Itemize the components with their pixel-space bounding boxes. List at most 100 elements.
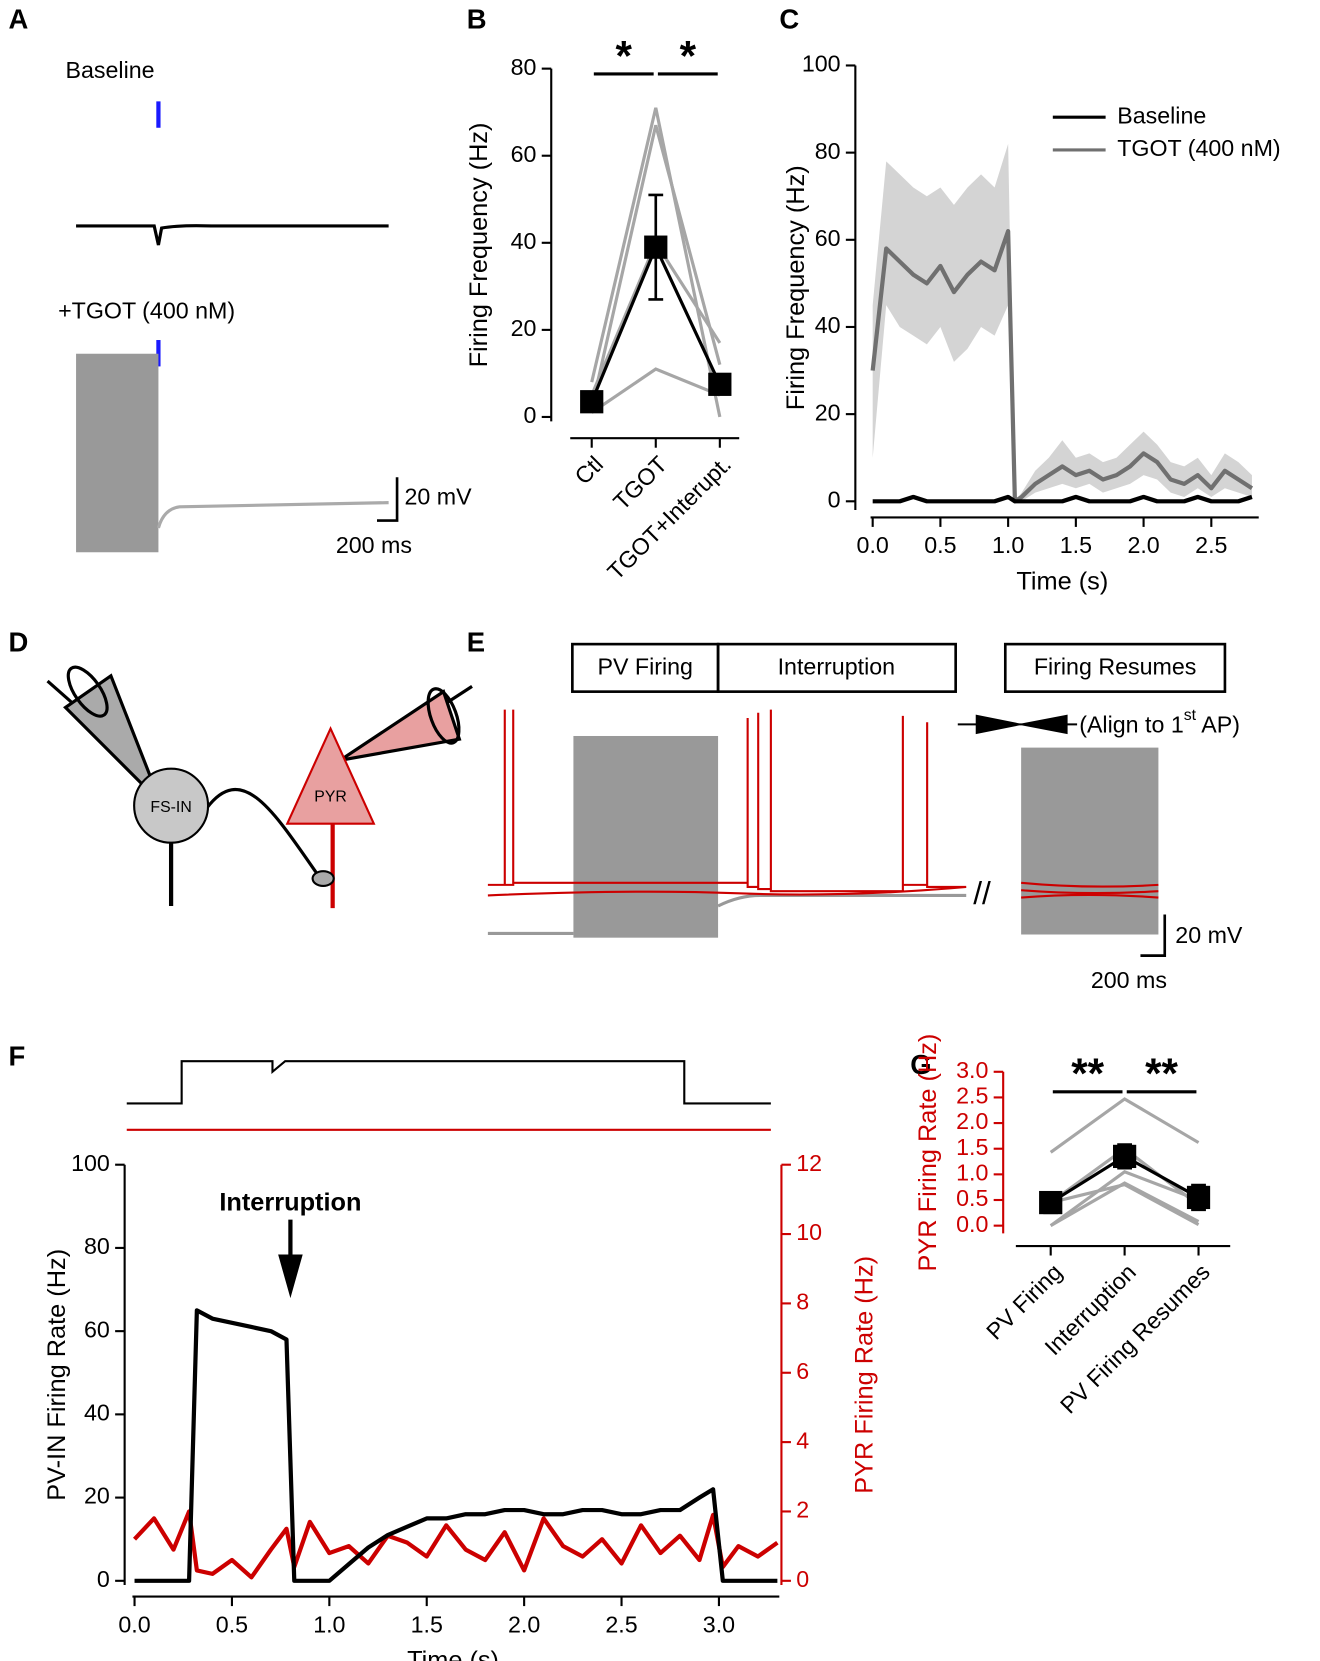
x-tick-label: 1.0: [313, 1611, 345, 1637]
cell-label: PYR: [314, 788, 347, 805]
y-tick-label: 80: [84, 1233, 110, 1259]
panel-d: FS-IN PYR: [46, 665, 473, 909]
align-arrows: [957, 714, 1078, 735]
pipette-rim: [426, 687, 461, 745]
mean-marker: [580, 390, 604, 414]
y-tick-label: 80: [511, 54, 537, 80]
x-axis-label: Time (s): [407, 1647, 499, 1661]
pyr-cell: [285, 726, 376, 825]
spike-train: [76, 353, 159, 553]
y-tick-label: 40: [815, 312, 841, 338]
significance-label: **: [1145, 1050, 1178, 1097]
pipette: [63, 673, 163, 804]
mean-marker: [1113, 1144, 1137, 1169]
individual-line: [590, 107, 722, 418]
y-tick-label: 60: [815, 225, 841, 251]
pipette-rim: [66, 665, 109, 718]
epoch-box: [716, 642, 957, 693]
panel-e: PV Firing Interruption Firing Resumes (A…: [487, 642, 1243, 993]
significance-label: **: [1071, 1050, 1104, 1097]
annotation: Interruption: [219, 1188, 361, 1216]
y-tick-label: 2.5: [956, 1083, 988, 1109]
trace: [1021, 881, 1159, 899]
panel-label: F: [8, 1040, 25, 1071]
y-tick-label: 10: [796, 1219, 822, 1245]
y-tick-label: 40: [511, 228, 537, 254]
y-tick-label: 60: [511, 141, 537, 167]
mean-marker: [1186, 1185, 1211, 1210]
mean-marker: [644, 235, 668, 259]
align-label: (Align to 1st AP): [1079, 707, 1240, 738]
spike-train: [1021, 747, 1159, 935]
y-tick-label: 0: [828, 486, 841, 512]
mean-marker: [708, 372, 732, 396]
panel-label: E: [467, 626, 485, 657]
x-tick-label: 1.0: [992, 532, 1024, 558]
fs-in-cell: [133, 767, 210, 844]
x-tick-label: 0.5: [216, 1611, 248, 1637]
scale-label: 200 ms: [336, 532, 412, 558]
x-tick-label: 2.5: [1195, 532, 1227, 558]
y-axis-label: PV-IN Firing Rate (Hz): [43, 1249, 71, 1501]
scale-label: 200 ms: [1091, 967, 1167, 993]
y-axis-label: Firing Frequency (Hz): [782, 165, 810, 410]
mean-marker: [1039, 1190, 1063, 1215]
y-tick-label: 0: [524, 402, 537, 428]
x-tick-label: 1.5: [411, 1611, 443, 1637]
y-axis-label: PYR Firing Rate (Hz): [914, 1034, 942, 1272]
y-tick-label: 0: [796, 1566, 809, 1592]
x-tick-label: 0.0: [857, 532, 889, 558]
axon: [205, 787, 321, 878]
trace: [487, 709, 967, 897]
y-tick-label: 8: [796, 1289, 809, 1315]
x-tick-label: 2.0: [1127, 532, 1159, 558]
panel-f-extras: Interruption: [126, 1060, 771, 1299]
align-text: (Align to 1: [1079, 712, 1184, 738]
series-line: [132, 1509, 779, 1580]
align-end: AP): [1196, 712, 1240, 738]
significance-label: *: [616, 32, 633, 79]
series-line: [134, 1308, 778, 1583]
epoch-box: [1003, 642, 1227, 693]
x-tick-label: 2.5: [605, 1611, 637, 1637]
y-tick-label: 3.0: [956, 1057, 988, 1083]
panel-label: B: [467, 3, 487, 34]
trace: [156, 501, 389, 529]
legend-label: Baseline: [1117, 102, 1206, 128]
align-sup: st: [1184, 707, 1197, 724]
y-tick-label: 40: [84, 1400, 110, 1426]
epoch-label: Firing Resumes: [1034, 654, 1197, 680]
y-tick-label: 1.5: [956, 1134, 988, 1160]
command-trace: [126, 1060, 771, 1105]
y-axis-label: Firing Frequency (Hz): [465, 123, 493, 368]
y-axis-label: PYR Firing Rate (Hz): [851, 1256, 879, 1494]
panel-label: C: [779, 3, 799, 34]
y-tick-label: 0: [97, 1566, 110, 1592]
y-tick-label: 12: [796, 1150, 822, 1176]
y-tick-label: 20: [511, 315, 537, 341]
spike-train: [573, 735, 719, 938]
x-tick-label: 0.5: [924, 532, 956, 558]
individual-line: [1049, 1097, 1200, 1154]
y-tick-label: 80: [815, 138, 841, 164]
break-mark: //: [973, 875, 991, 911]
trace: [487, 893, 967, 936]
scale-bar: [1140, 914, 1167, 957]
scale-bar: [377, 477, 399, 522]
y-tick-label: 2: [796, 1497, 809, 1523]
individual-line: [1049, 1170, 1200, 1227]
y-tick-label: 6: [796, 1358, 809, 1384]
x-tick-label: 0.0: [118, 1611, 150, 1637]
y-tick-label: 100: [802, 51, 841, 77]
significance-label: *: [680, 32, 697, 79]
scale-label: 20 mV: [1175, 922, 1243, 948]
epoch-label: PV Firing: [597, 654, 692, 680]
panel-label: G: [910, 1049, 931, 1080]
scale-label: 20 mV: [404, 484, 472, 510]
y-tick-label: 1.0: [956, 1160, 988, 1186]
trace-label: Baseline: [66, 57, 155, 83]
cell-label: FS-IN: [150, 799, 191, 816]
y-tick-label: 20: [84, 1483, 110, 1509]
x-tick-label: 2.0: [508, 1611, 540, 1637]
